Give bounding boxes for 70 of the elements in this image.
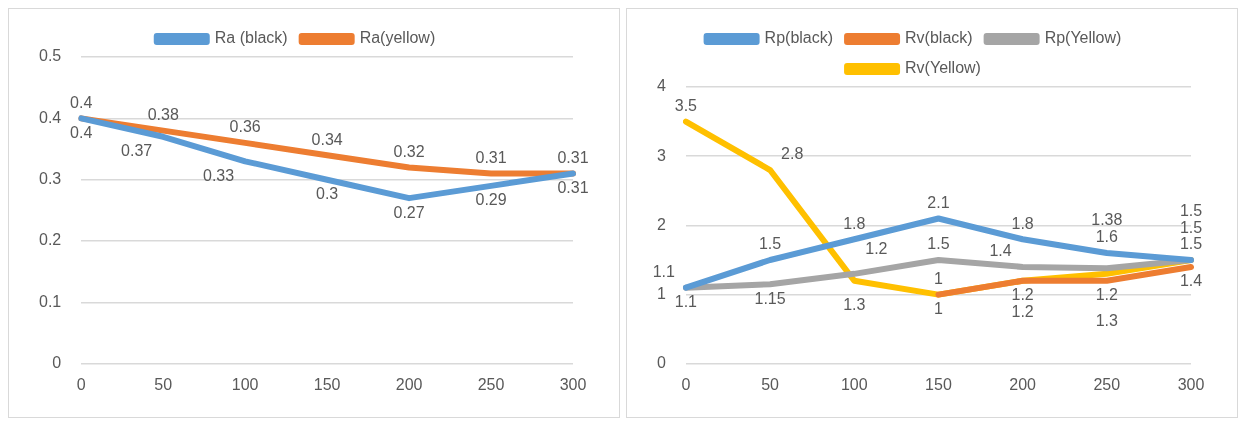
data-label: 1.8 xyxy=(1011,214,1034,232)
data-label: 2.1 xyxy=(927,193,950,211)
data-label: 0.38 xyxy=(147,106,179,124)
data-label: 1.5 xyxy=(1179,218,1203,236)
x-tick-label: 0 xyxy=(76,375,86,393)
x-tick-label: 100 xyxy=(840,375,868,393)
data-label: 1.4 xyxy=(989,242,1012,260)
y-tick-label: 1 xyxy=(656,285,666,303)
data-label: 1.38 xyxy=(1091,210,1123,228)
data-label: 1.5 xyxy=(1179,235,1203,253)
data-label: 1.1 xyxy=(652,263,675,281)
data-label: 0.3 xyxy=(316,185,339,203)
y-tick-label: 0.4 xyxy=(38,108,62,126)
x-tick-label: 50 xyxy=(761,375,780,393)
data-label: 0.31 xyxy=(557,178,589,196)
y-tick-label: 2 xyxy=(656,215,666,233)
x-tick-label: 200 xyxy=(395,375,423,393)
data-label: 1 xyxy=(934,300,943,318)
x-tick-label: 250 xyxy=(477,375,505,393)
y-tick-label: 0 xyxy=(656,354,666,372)
x-tick-label: 300 xyxy=(559,375,587,393)
data-label: 1.3 xyxy=(843,295,866,313)
legend-label: Ra(yellow) xyxy=(359,29,436,47)
x-tick-label: 200 xyxy=(1009,375,1037,393)
x-tick-label: 100 xyxy=(231,375,259,393)
data-label: 0.31 xyxy=(557,148,589,166)
data-label: 2.8 xyxy=(781,145,804,163)
legend-label: Rv(Yellow) xyxy=(905,59,981,77)
y-tick-label: 0.5 xyxy=(38,47,62,65)
data-label: 0.36 xyxy=(229,118,261,136)
y-tick-label: 0 xyxy=(52,354,62,372)
data-label: 0.27 xyxy=(393,203,425,221)
data-label: 1.2 xyxy=(865,239,888,257)
data-label: 1.1 xyxy=(674,293,698,311)
data-label: 1.4 xyxy=(1179,272,1203,290)
data-label: 0.34 xyxy=(311,130,343,148)
data-label: 0.31 xyxy=(475,148,507,166)
legend-label: Rv(black) xyxy=(905,29,973,47)
x-tick-label: 300 xyxy=(1177,375,1205,393)
x-tick-label: 0 xyxy=(681,375,691,393)
data-label: 1.5 xyxy=(1179,202,1203,220)
data-label: 0.32 xyxy=(393,142,425,160)
data-label: 1.2 xyxy=(1095,286,1119,304)
data-label: 1.5 xyxy=(927,235,950,253)
y-tick-label: 0.3 xyxy=(38,170,62,188)
data-label: 0.29 xyxy=(475,191,507,209)
data-label: 0.4 xyxy=(70,93,93,111)
data-label: 0.37 xyxy=(121,142,153,160)
data-label: 3.5 xyxy=(674,97,698,115)
data-label: 1.15 xyxy=(754,289,786,307)
x-tick-label: 50 xyxy=(154,375,173,393)
y-tick-label: 0.2 xyxy=(38,231,62,249)
x-tick-label: 250 xyxy=(1093,375,1121,393)
y-tick-label: 4 xyxy=(656,77,666,95)
y-tick-label: 0.1 xyxy=(38,292,62,310)
data-label: 1.8 xyxy=(843,214,866,232)
data-label: 1 xyxy=(934,270,943,288)
data-label: 1.6 xyxy=(1095,228,1119,246)
x-tick-label: 150 xyxy=(925,375,952,393)
data-label: 0.33 xyxy=(203,166,235,184)
legend-label: Rp(Yellow) xyxy=(1044,29,1122,47)
x-tick-label: 150 xyxy=(313,375,341,393)
data-label: 1.3 xyxy=(1095,312,1119,330)
legend-label: Ra (black) xyxy=(214,29,288,47)
data-label: 1.2 xyxy=(1011,302,1034,320)
data-label: 1.5 xyxy=(758,235,782,253)
data-label: 0.4 xyxy=(70,123,93,141)
legend-label: Rp(black) xyxy=(764,29,834,47)
data-label: 1.2 xyxy=(1011,286,1034,304)
y-tick-label: 3 xyxy=(656,146,666,164)
